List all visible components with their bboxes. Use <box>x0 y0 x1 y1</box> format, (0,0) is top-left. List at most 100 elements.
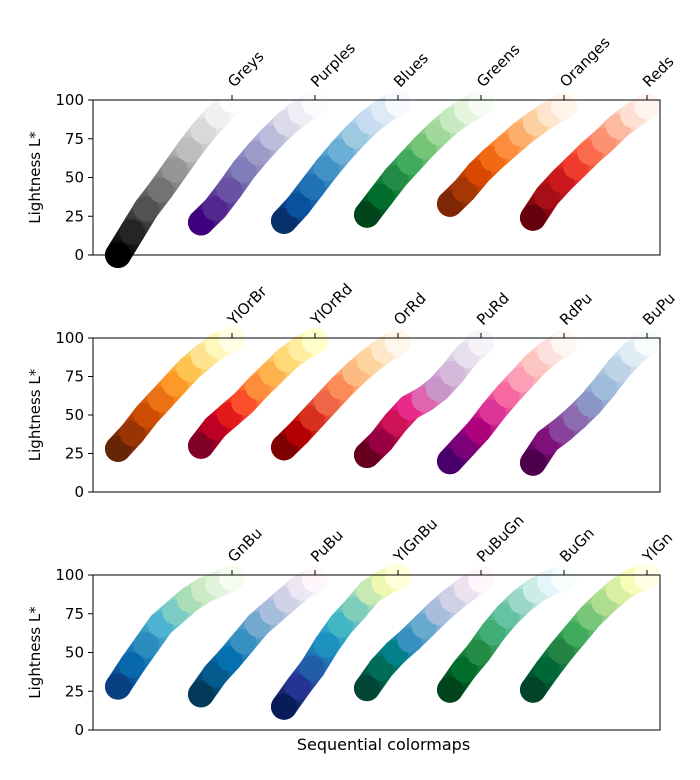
point <box>134 632 159 658</box>
colormap-stroke <box>188 328 328 459</box>
point <box>480 619 506 645</box>
y-axis-label: Lightness L* <box>26 606 44 699</box>
point <box>302 90 328 117</box>
point <box>551 329 577 356</box>
x-tick-label: Reds <box>639 52 678 91</box>
colormap-stroke <box>354 566 494 702</box>
point <box>385 563 411 590</box>
y-tick-label: 100 <box>55 329 84 347</box>
point <box>105 673 131 700</box>
point <box>591 374 617 400</box>
point <box>634 563 660 590</box>
x-tick-label: RdPu <box>556 289 596 329</box>
x-tick-label: PuBuGn <box>473 511 528 566</box>
point <box>468 329 494 356</box>
point <box>217 646 242 672</box>
point <box>302 328 328 355</box>
y-tick-label: 25 <box>65 207 84 225</box>
colormap-stroke <box>354 90 494 228</box>
colormap-stroke <box>520 329 660 476</box>
y-tick-label: 50 <box>65 406 84 424</box>
x-tick-label: Greens <box>473 40 524 91</box>
point <box>188 432 214 459</box>
point <box>314 632 340 658</box>
x-tick-label: YlGnBu <box>389 515 441 567</box>
point <box>577 391 603 417</box>
x-tick-label: BuGn <box>556 524 598 566</box>
point <box>520 449 546 476</box>
y-tick-label: 50 <box>65 169 84 187</box>
point <box>271 693 297 720</box>
point <box>385 329 411 356</box>
point <box>368 183 394 209</box>
point <box>314 155 340 181</box>
x-tick-label: YlOrRd <box>306 280 356 330</box>
x-tick-label: YlGn <box>638 529 676 567</box>
y-axis-label: Lightness L* <box>26 131 44 224</box>
point <box>385 90 411 117</box>
point <box>285 192 311 218</box>
point <box>231 629 257 655</box>
y-axis-label: Lightness L* <box>26 368 44 461</box>
colormap-stroke <box>354 329 494 469</box>
x-axis-label: Sequential colormaps <box>297 735 470 754</box>
y-tick-label: 25 <box>65 682 84 700</box>
point <box>551 565 577 592</box>
point <box>451 177 477 203</box>
x-tick-label: Oranges <box>556 33 614 91</box>
colormap-stroke <box>105 565 245 700</box>
point <box>188 681 214 708</box>
point <box>300 655 325 681</box>
point <box>534 657 560 683</box>
point <box>119 219 145 245</box>
point <box>285 674 311 700</box>
colormap-stroke <box>271 563 411 720</box>
colormap-stroke <box>437 329 577 475</box>
y-tick-label: 100 <box>55 91 84 109</box>
point <box>549 638 574 664</box>
point <box>466 417 491 443</box>
y-tick-label: 50 <box>65 644 84 662</box>
colormap-stroke <box>188 566 328 708</box>
point <box>368 428 394 454</box>
x-tick-label: Blues <box>390 49 432 91</box>
point <box>148 177 174 203</box>
y-tick-label: 25 <box>65 445 84 463</box>
y-tick-label: 75 <box>65 368 84 386</box>
x-tick-label: PuBu <box>307 526 347 566</box>
point <box>634 329 660 356</box>
colormap-stroke <box>105 87 245 268</box>
y-tick-label: 0 <box>74 721 84 739</box>
point <box>162 157 188 183</box>
point <box>440 360 465 386</box>
x-tick-label: BuPu <box>639 289 679 329</box>
point <box>466 640 491 665</box>
point <box>342 596 368 622</box>
x-tick-label: YlOrBr <box>223 282 271 330</box>
point <box>176 137 202 163</box>
point <box>480 399 506 425</box>
colormap-stroke <box>271 90 411 234</box>
x-tick-label: PuRd <box>473 289 513 329</box>
y-tick-label: 0 <box>74 483 84 501</box>
point <box>231 157 257 183</box>
point <box>202 196 228 221</box>
point <box>437 676 463 703</box>
point <box>300 174 325 200</box>
colormap-stroke <box>105 326 245 462</box>
point <box>354 201 380 228</box>
point <box>219 565 245 592</box>
point <box>520 204 546 231</box>
colormap-stroke <box>271 329 411 461</box>
colormap-stroke <box>188 90 328 236</box>
point <box>451 657 477 683</box>
point <box>354 675 380 702</box>
y-tick-label: 75 <box>65 130 84 148</box>
point <box>134 196 159 221</box>
point <box>468 90 494 117</box>
point <box>468 566 494 593</box>
point <box>119 420 145 446</box>
x-tick-label: Purples <box>307 39 359 91</box>
point <box>520 676 546 703</box>
